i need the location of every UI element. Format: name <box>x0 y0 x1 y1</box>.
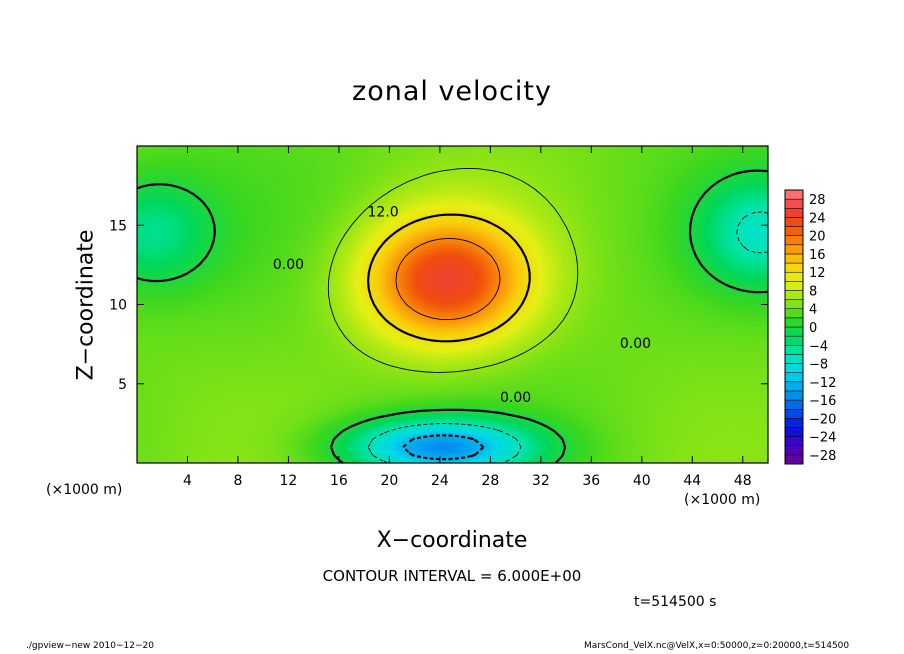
colorbar-swatch <box>784 445 804 456</box>
colorbar-swatch <box>784 281 804 291</box>
colorbar-label: 0 <box>809 321 817 336</box>
colorbar-swatch <box>784 290 804 300</box>
x-tick-label: 32 <box>532 473 550 489</box>
colorbar-swatch <box>784 381 804 392</box>
colorbar-label: −4 <box>809 339 828 354</box>
contour-label-2: 0.00 <box>500 390 531 406</box>
chart-title: zonal velocity <box>352 76 552 107</box>
colorbar-label: −20 <box>809 412 836 427</box>
colorbar-swatch <box>784 345 804 355</box>
contour-lines: 12.0 0.00 0.00 0.00 <box>136 167 769 464</box>
x-unit-label-left: (×1000 m) <box>46 482 123 498</box>
colorbar-swatch <box>784 271 804 282</box>
x-tick-label: 4 <box>183 473 192 489</box>
velocity-field <box>137 146 768 463</box>
contour-line-0 <box>136 169 769 464</box>
colorbar-swatch <box>784 299 804 309</box>
colorbar-swatch <box>784 408 804 419</box>
x-tick-label: 8 <box>233 473 242 489</box>
colorbar-swatch <box>784 363 804 373</box>
colorbar-swatch <box>784 235 804 246</box>
x-tick-label: 48 <box>734 473 752 489</box>
colorbar-label: 16 <box>809 248 826 263</box>
footer-right-text: MarsCond_VelX.nc@VelX,x=0:50000,z=0:2000… <box>584 641 850 651</box>
contour-label-1: 0.00 <box>273 257 304 273</box>
contour-line-18 <box>395 238 501 321</box>
colorbar-swatch <box>784 262 804 273</box>
y-tick-label: 15 <box>109 218 127 234</box>
colorbar-swatch <box>784 399 804 410</box>
colorbar-label: 4 <box>809 303 817 318</box>
colorbar-swatch <box>784 454 804 465</box>
colorbar-swatch <box>784 226 804 236</box>
contour-line-neg6 <box>367 211 769 464</box>
x-tick-label: 40 <box>633 473 651 489</box>
colorbar-swatch <box>784 418 804 428</box>
colorbar-swatch <box>784 335 804 346</box>
x-tick-label: 44 <box>683 473 701 489</box>
contour-label-0: 12.0 <box>368 205 399 221</box>
colorbar-swatch <box>784 244 804 255</box>
colorbar-label: −8 <box>809 358 828 373</box>
x-tick-label: 12 <box>280 473 298 489</box>
x-tick-label: 36 <box>582 473 600 489</box>
colorbar: 28 24 20 16 12 8 4 0 −4 −8 −12 −16 −20 −24 −28 <box>784 189 836 465</box>
colorbar-swatch <box>784 427 804 437</box>
colorbar-swatch <box>784 198 804 209</box>
contour-label-3: 0.00 <box>620 336 651 352</box>
time-label: t=514500 s <box>634 594 717 610</box>
colorbar-swatch <box>784 308 804 319</box>
colorbar-label: 28 <box>809 193 826 208</box>
colorbar-label: 8 <box>809 284 817 299</box>
x-tick-label: 24 <box>431 473 449 489</box>
colorbar-swatch <box>784 436 804 446</box>
colorbar-swatch <box>784 372 804 383</box>
y-tick-label: 10 <box>109 298 127 314</box>
colorbar-label: 12 <box>809 266 826 281</box>
footer-left-text: ./gpview−new 2010−12−20 <box>26 641 154 651</box>
contour-line-6 <box>327 167 579 373</box>
colorbar-swatch <box>784 390 804 401</box>
colorbar-swatch <box>784 189 804 200</box>
colorbar-label: 20 <box>809 230 826 245</box>
colorbar-label: 24 <box>809 211 826 226</box>
colorbar-swatch <box>784 253 804 264</box>
colorbar-swatch <box>784 317 804 328</box>
field-raster <box>137 146 768 463</box>
contour-line-12 <box>367 213 531 343</box>
x-unit-label-right: (×1000 m) <box>684 492 761 508</box>
colorbar-label: −28 <box>809 449 836 464</box>
colorbar-label: −16 <box>809 394 836 409</box>
x-tick-label: 20 <box>380 473 398 489</box>
contour-interval-text: CONTOUR INTERVAL = 6.000E+00 <box>322 567 582 585</box>
colorbar-swatch <box>784 326 804 337</box>
colorbar-border <box>784 189 804 465</box>
y-tick-label: 5 <box>118 377 127 393</box>
contour-line-neg12 <box>402 434 485 461</box>
x-axis-label: X−coordinate <box>376 528 528 553</box>
colorbar-swatch <box>784 217 804 227</box>
colorbar-swatch <box>784 208 804 218</box>
colorbar-label: −24 <box>809 431 836 446</box>
x-tick-label: 16 <box>330 473 348 489</box>
x-tick-label: 28 <box>481 473 499 489</box>
colorbar-swatch <box>784 354 804 364</box>
colorbar-label: −12 <box>809 376 836 391</box>
